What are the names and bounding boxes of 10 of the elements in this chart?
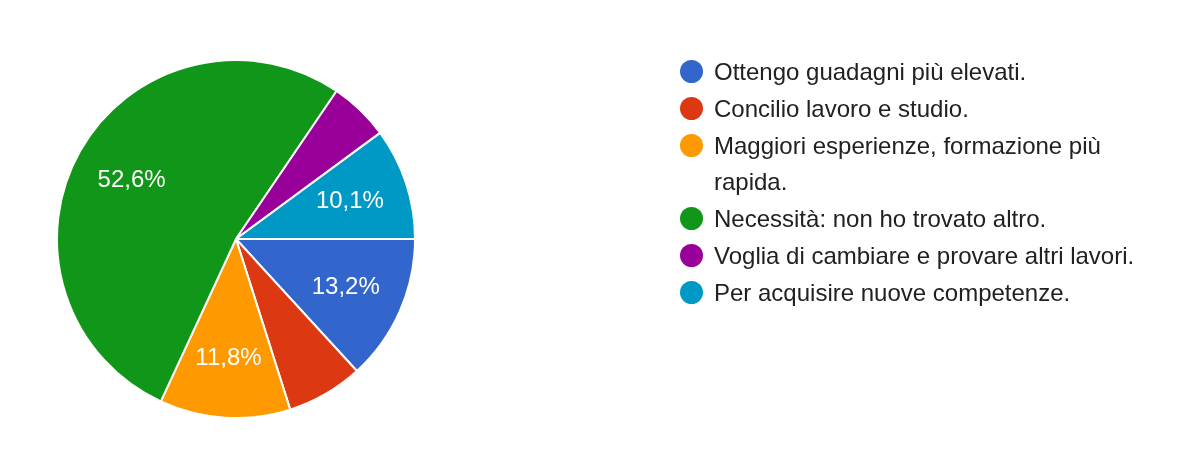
data-label: 52,6%: [97, 164, 166, 192]
legend-label: Concilio lavoro e studio.: [714, 94, 969, 124]
legend-label: Maggiori esperienze, formazione più rapida.: [714, 131, 1102, 197]
legend-label: Voglia di cambiare e provare altri lavori.: [714, 241, 1135, 271]
legend-label: Necessità: non ho trovato altro.: [714, 204, 1047, 234]
legend-label: Ottengo guadagni più elevati.: [714, 57, 1027, 87]
legend-label: Per acquisire nuove competenze.: [714, 278, 1071, 308]
data-label: 10,1%: [315, 186, 384, 214]
data-label: 11,8%: [195, 343, 262, 371]
data-label: 13,2%: [311, 271, 380, 299]
